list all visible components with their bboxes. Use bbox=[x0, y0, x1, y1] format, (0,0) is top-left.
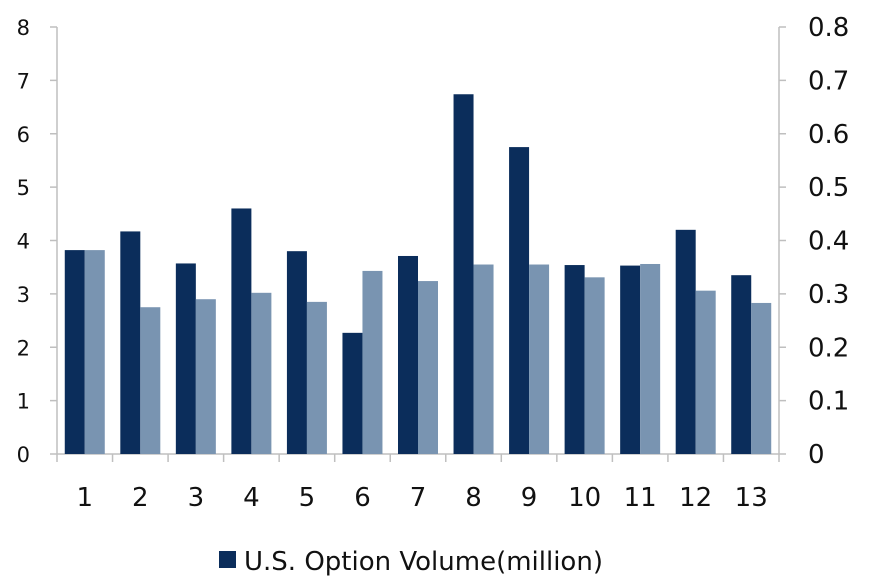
bar-series-1 bbox=[620, 265, 641, 454]
y-tick-label: 6 bbox=[17, 123, 30, 147]
bar-series-1 bbox=[175, 263, 196, 454]
x-tick-label: 10 bbox=[568, 483, 601, 513]
x-tick-label: 5 bbox=[299, 483, 316, 513]
bar-series-2 bbox=[695, 290, 716, 454]
y2-tick-label: 0.1 bbox=[808, 387, 849, 417]
bar-series-2 bbox=[195, 299, 216, 454]
bar-series-2 bbox=[251, 292, 272, 454]
y-tick-label: 5 bbox=[17, 176, 30, 200]
x-tick-label: 8 bbox=[465, 483, 482, 513]
y-tick-label: 8 bbox=[17, 16, 30, 40]
x-tick-label: 11 bbox=[624, 483, 657, 513]
legend-swatch bbox=[219, 551, 236, 568]
x-tick-label: 9 bbox=[521, 483, 538, 513]
bars bbox=[64, 94, 772, 454]
y-tick-label: 3 bbox=[17, 283, 30, 307]
bar-series-2 bbox=[584, 277, 605, 454]
y-tick-label: 0 bbox=[17, 443, 30, 467]
bar-series-2 bbox=[84, 250, 105, 454]
y2-tick-label: 0 bbox=[808, 440, 825, 470]
bar-series-2 bbox=[140, 307, 161, 454]
bar-series-2 bbox=[751, 302, 772, 454]
y2-tick-label: 0.4 bbox=[808, 227, 849, 257]
bar-series-1 bbox=[120, 231, 141, 454]
bar-series-1 bbox=[731, 275, 752, 454]
x-tick-label: 3 bbox=[188, 483, 205, 513]
y2-tick-label: 0.5 bbox=[808, 173, 849, 203]
bar-series-2 bbox=[362, 270, 383, 454]
bar-series-1 bbox=[509, 147, 530, 454]
bar-series-1 bbox=[342, 332, 363, 454]
x-tick-label: 13 bbox=[735, 483, 768, 513]
y2-tick-label: 0.7 bbox=[808, 66, 849, 96]
legend-label: U.S. Option Volume(million) bbox=[244, 547, 603, 577]
bar-series-1 bbox=[286, 251, 307, 454]
bar-series-1 bbox=[675, 229, 696, 454]
bar-series-2 bbox=[306, 301, 327, 454]
bar-series-1 bbox=[564, 265, 585, 454]
x-tick-label: 6 bbox=[354, 483, 371, 513]
bar-series-2 bbox=[473, 264, 494, 454]
bar-series-1 bbox=[64, 250, 85, 454]
bar-series-2 bbox=[640, 263, 661, 454]
y-tick-label: 4 bbox=[17, 230, 30, 254]
x-tick-label: 1 bbox=[76, 483, 93, 513]
y-tick-label: 7 bbox=[17, 69, 30, 93]
bar-series-2 bbox=[529, 264, 550, 454]
legend: U.S. Option Volume(million) bbox=[219, 547, 603, 577]
bar-series-1 bbox=[453, 94, 474, 454]
x-tick-label: 2 bbox=[132, 483, 149, 513]
bar-series-1 bbox=[398, 255, 418, 454]
y2-tick-label: 0.3 bbox=[808, 280, 849, 310]
y-tick-label: 2 bbox=[17, 336, 30, 360]
x-tick-label: 12 bbox=[679, 483, 712, 513]
bar-series-1 bbox=[231, 208, 252, 454]
x-tick-label: 7 bbox=[410, 483, 427, 513]
y-tick-label: 1 bbox=[17, 390, 30, 414]
y2-tick-label: 0.6 bbox=[808, 120, 849, 150]
x-tick-label: 4 bbox=[243, 483, 260, 513]
y2-tick-label: 0.8 bbox=[808, 13, 849, 43]
y2-tick-label: 0.2 bbox=[808, 333, 849, 363]
bar-series-2 bbox=[418, 281, 438, 454]
